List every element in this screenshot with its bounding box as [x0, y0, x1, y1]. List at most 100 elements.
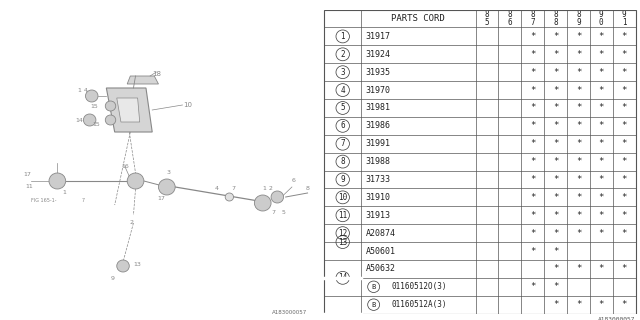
Text: 5: 5 [484, 18, 490, 27]
Text: *: * [598, 103, 604, 112]
Polygon shape [116, 98, 140, 122]
Text: 6: 6 [508, 18, 512, 27]
Text: *: * [598, 139, 604, 148]
Text: *: * [598, 121, 604, 130]
Text: 31981: 31981 [365, 103, 391, 112]
Text: 13: 13 [134, 261, 141, 267]
Text: *: * [576, 139, 581, 148]
Circle shape [106, 101, 116, 111]
Text: 8: 8 [340, 157, 345, 166]
Text: 9: 9 [340, 175, 345, 184]
Text: 2: 2 [340, 50, 345, 59]
Text: 4: 4 [215, 187, 219, 191]
Text: 14: 14 [338, 273, 348, 282]
Text: 7: 7 [531, 18, 535, 27]
Text: *: * [553, 264, 558, 273]
Text: *: * [598, 175, 604, 184]
Text: *: * [553, 282, 558, 291]
Circle shape [86, 90, 98, 102]
Text: 31733: 31733 [365, 175, 391, 184]
Text: 6: 6 [340, 121, 345, 130]
Text: *: * [598, 300, 604, 309]
Text: *: * [598, 50, 604, 59]
Text: *: * [530, 103, 536, 112]
Text: B: B [372, 284, 376, 290]
Text: 1 4: 1 4 [79, 87, 88, 92]
Text: *: * [553, 50, 558, 59]
Text: *: * [576, 121, 581, 130]
Text: 31991: 31991 [365, 139, 391, 148]
Text: *: * [621, 85, 627, 95]
Text: *: * [553, 121, 558, 130]
Text: 11: 11 [338, 211, 348, 220]
Text: *: * [621, 193, 627, 202]
Text: PARTS CORD: PARTS CORD [392, 14, 445, 23]
Text: *: * [621, 157, 627, 166]
Text: 8: 8 [531, 10, 535, 19]
Text: 8: 8 [484, 10, 490, 19]
Text: 10: 10 [183, 102, 192, 108]
Text: 31988: 31988 [365, 157, 391, 166]
Circle shape [49, 173, 66, 189]
Text: 31924: 31924 [365, 50, 391, 59]
Text: 3: 3 [167, 171, 171, 175]
Text: *: * [530, 211, 536, 220]
Text: 10: 10 [338, 193, 348, 202]
Text: *: * [576, 175, 581, 184]
Text: *: * [598, 68, 604, 77]
Text: *: * [621, 211, 627, 220]
Text: 01160512O(3): 01160512O(3) [391, 282, 447, 291]
Text: *: * [530, 85, 536, 95]
Text: *: * [621, 50, 627, 59]
Text: FIG 165-1-: FIG 165-1- [31, 198, 57, 204]
Text: *: * [576, 32, 581, 41]
Text: 15: 15 [92, 122, 100, 126]
Text: *: * [530, 68, 536, 77]
Text: 31913: 31913 [365, 211, 391, 220]
Text: 31970: 31970 [365, 85, 391, 95]
Text: *: * [553, 211, 558, 220]
Text: *: * [621, 121, 627, 130]
Text: *: * [576, 103, 581, 112]
Text: *: * [530, 282, 536, 291]
Text: *: * [576, 68, 581, 77]
Text: A20874: A20874 [365, 228, 396, 238]
Text: 31917: 31917 [365, 32, 391, 41]
Text: 7: 7 [232, 187, 236, 191]
Circle shape [106, 115, 116, 125]
Text: 17: 17 [23, 172, 31, 178]
Text: *: * [621, 300, 627, 309]
Text: *: * [576, 300, 581, 309]
Text: *: * [576, 228, 581, 238]
Text: 12: 12 [338, 228, 348, 238]
Text: *: * [530, 32, 536, 41]
Circle shape [127, 173, 144, 189]
Text: *: * [621, 175, 627, 184]
Text: 3: 3 [340, 68, 345, 77]
Circle shape [116, 260, 129, 272]
Circle shape [225, 193, 234, 201]
Text: *: * [553, 193, 558, 202]
Text: 6: 6 [292, 179, 296, 183]
Text: *: * [576, 157, 581, 166]
Text: *: * [598, 228, 604, 238]
Text: 7: 7 [81, 198, 84, 204]
Text: 8: 8 [553, 10, 558, 19]
Circle shape [83, 114, 96, 126]
Text: 16: 16 [121, 164, 129, 170]
Text: 7: 7 [340, 139, 345, 148]
Text: 31910: 31910 [365, 193, 391, 202]
Text: *: * [621, 264, 627, 273]
Text: B: B [372, 302, 376, 308]
Text: 8: 8 [553, 18, 558, 27]
Text: A183000057: A183000057 [598, 317, 636, 320]
Text: *: * [621, 228, 627, 238]
Text: 9: 9 [622, 10, 627, 19]
Text: 1: 1 [622, 18, 627, 27]
Text: 1 2: 1 2 [263, 187, 273, 191]
Text: *: * [553, 68, 558, 77]
Text: *: * [553, 157, 558, 166]
Text: *: * [576, 264, 581, 273]
Text: *: * [553, 85, 558, 95]
Text: *: * [576, 193, 581, 202]
